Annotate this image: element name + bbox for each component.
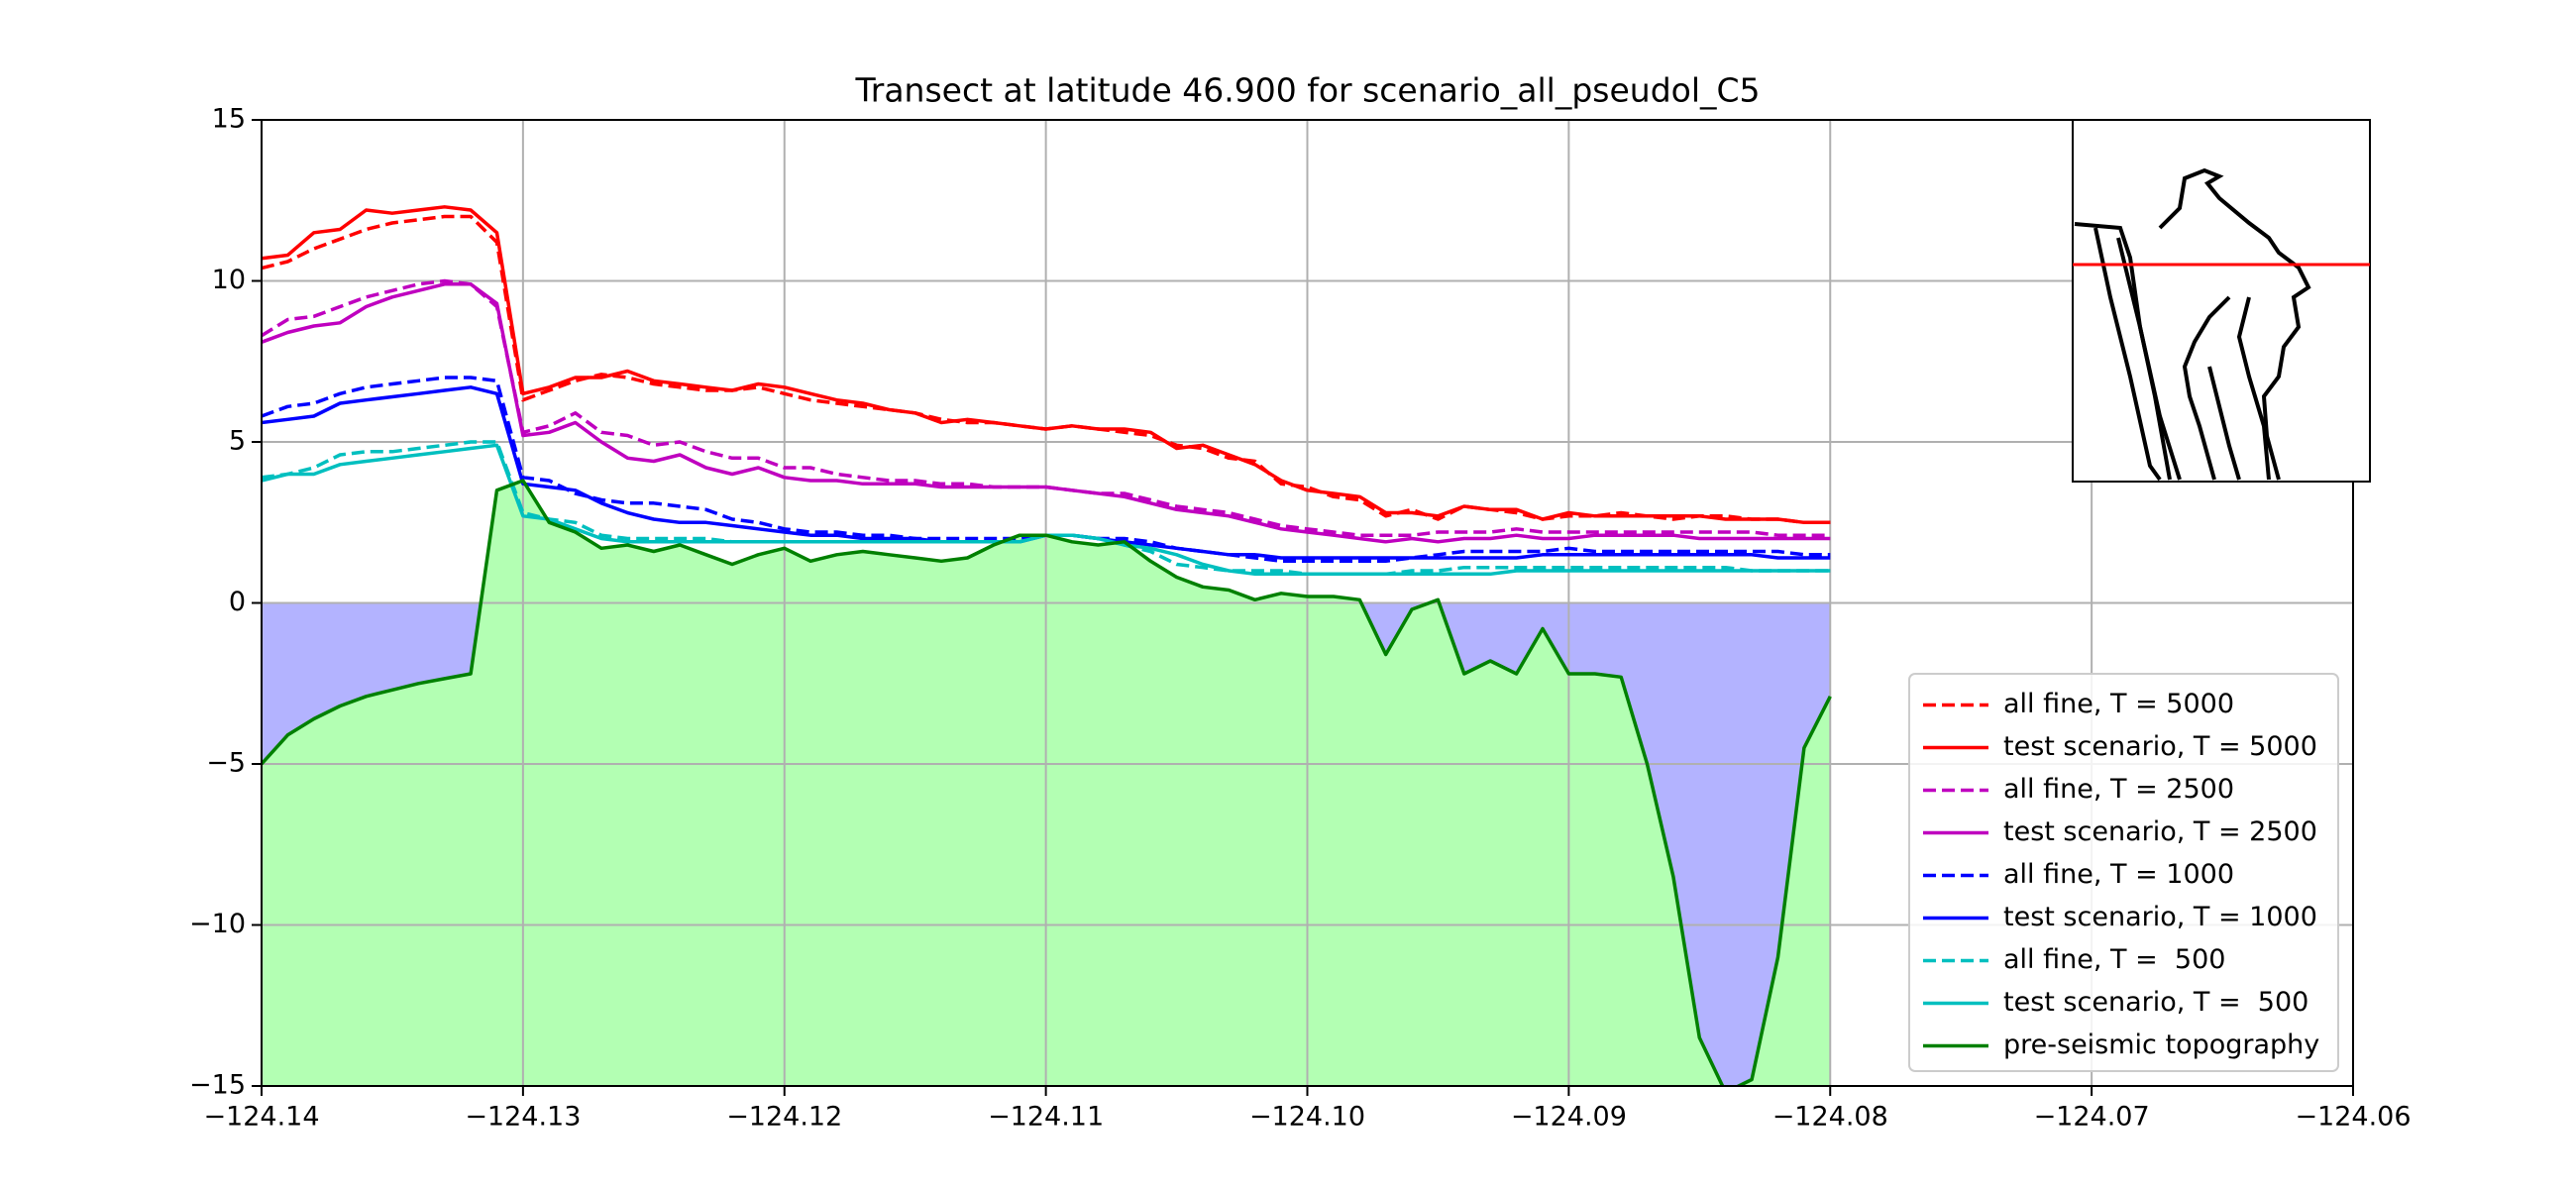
y-tick-label: 15 <box>212 104 246 135</box>
legend-label: test scenario, T = 5000 <box>2003 731 2317 762</box>
x-tick-label: −124.13 <box>465 1102 581 1133</box>
legend-label: all fine, T = 5000 <box>2003 689 2234 719</box>
chart-title: Transect at latitude 46.900 for scenario… <box>854 71 1760 110</box>
legend-label: all fine, T = 500 <box>2003 944 2225 975</box>
x-tick-label: −124.12 <box>726 1102 842 1133</box>
y-tick-label: −10 <box>189 909 246 939</box>
legend: all fine, T = 5000 test scenario, T = 500… <box>1908 673 2339 1072</box>
x-tick-label: −124.06 <box>2295 1102 2411 1133</box>
legend-label: all fine, T = 1000 <box>2003 859 2234 890</box>
legend-label: test scenario, T = 2500 <box>2003 816 2317 847</box>
y-tick-label: 5 <box>229 426 246 457</box>
coastline <box>2074 167 2311 482</box>
legend-label: all fine, T = 2500 <box>2003 774 2234 805</box>
inset-frame <box>2072 119 2371 483</box>
legend-label: test scenario, T = 500 <box>2003 987 2308 1018</box>
x-tick-label: −124.07 <box>2034 1102 2150 1133</box>
y-tick-label: 0 <box>229 587 246 617</box>
y-tick-label: 10 <box>212 265 246 295</box>
x-tick-label: −124.09 <box>1511 1102 1627 1133</box>
inset-map <box>2072 119 2371 483</box>
series-line <box>262 205 1831 525</box>
ticks: −124.14 −124.13 −124.12 −124.11 −124.10 −124.… <box>189 104 2412 1133</box>
legend-box <box>1908 673 2339 1072</box>
series-line <box>262 479 1832 1086</box>
y-tick-label: −15 <box>189 1070 246 1101</box>
legend-label: test scenario, T = 1000 <box>2003 902 2317 932</box>
x-tick-label: −124.08 <box>1772 1102 1888 1133</box>
x-tick-label: −124.10 <box>1249 1102 1365 1133</box>
legend-label: pre-seismic topography <box>2003 1030 2319 1060</box>
lines <box>262 205 1832 1086</box>
series-line <box>262 282 1831 544</box>
x-tick-label: −124.11 <box>988 1102 1104 1133</box>
x-tick-label: −124.14 <box>203 1102 319 1133</box>
y-tick-label: −5 <box>206 748 246 779</box>
